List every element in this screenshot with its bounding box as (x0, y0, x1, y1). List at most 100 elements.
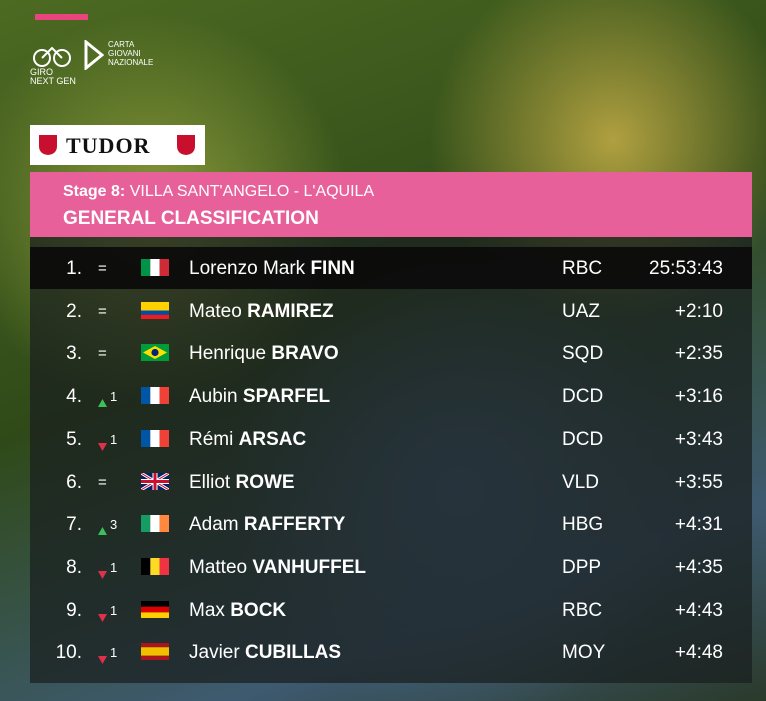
team: RBC (562, 599, 603, 621)
rank: 9. (66, 599, 82, 621)
flag (141, 643, 169, 666)
giro-logo: GIRO NEXT GEN (30, 67, 76, 86)
first-name: Aubin (189, 386, 238, 408)
classification-row: 6. = Elliot ROWE VLD +3:55 (30, 461, 752, 503)
flag (141, 600, 169, 624)
trend-arrow (98, 648, 107, 670)
time: 25:53:43 (649, 258, 723, 279)
rider-name: Javier CUBILLAS (189, 642, 341, 664)
title: GENERAL CLASSIFICATION (63, 208, 319, 229)
rider-name: Rémi ARSAC (189, 429, 306, 451)
position-change: 1 (110, 645, 118, 661)
last-name: BOCK (230, 599, 287, 621)
team: DCD (562, 428, 604, 450)
giro-icon (33, 46, 71, 67)
classification-row: 3. = Henrique BRAVO SQD +2:35 (30, 332, 752, 374)
time: +2:35 (674, 343, 723, 365)
rider-name: Aubin SPARFEL (189, 386, 330, 408)
first-name: Elliot (189, 471, 231, 493)
rider-name: Lorenzo Mark FINN (189, 258, 355, 280)
position-change: 1 (110, 559, 118, 575)
position-change: = (98, 473, 107, 491)
first-name: Mateo (189, 300, 242, 322)
rank: 6. (66, 471, 82, 493)
classification-row: 7. 3 Adam RAFFERTY HBG +4:31 (30, 503, 752, 545)
flag (141, 557, 169, 581)
team: DCD (562, 386, 604, 408)
rider-name: Elliot ROWE (189, 472, 295, 494)
last-name: RAFFERTY (243, 514, 346, 536)
carta-icon (84, 40, 104, 70)
classification-row: 8. 1 Matteo VANHUFFEL DPP +4:35 (30, 546, 752, 588)
rank: 10. (55, 642, 82, 664)
last-name: VANHUFFEL (252, 556, 367, 578)
trend-arrow (98, 606, 107, 628)
first-name: Matteo (189, 556, 248, 578)
trend-arrow (98, 519, 107, 541)
time: +4:48 (674, 642, 723, 664)
team: UAZ (562, 300, 600, 322)
classification-row: 9. 1 Max BOCK RBC +4:43 (30, 589, 752, 631)
classification-row: 4. 1 Aubin SPARFEL DCD +3:16 (30, 375, 752, 417)
rider-name: Mateo RAMIREZ (189, 301, 334, 323)
time: +4:43 (674, 599, 723, 621)
rank: 1. (66, 258, 82, 279)
team: MOY (562, 642, 606, 664)
team: DPP (562, 556, 602, 578)
flag (141, 515, 169, 538)
rank: 2. (66, 300, 82, 322)
flag (140, 471, 170, 496)
first-name: Rémi (189, 428, 234, 450)
time: +3:55 (674, 471, 723, 493)
pink-strip (35, 14, 88, 20)
first-name: Max (189, 599, 225, 621)
position-change: 1 (110, 431, 118, 447)
header: Stage 8: VILLA SANT'ANGELO - L'AQUILA GE… (30, 172, 752, 237)
last-name: RAMIREZ (247, 300, 334, 322)
classification-row: 1. = Lorenzo Mark FINN RBC 25:53:43 (30, 247, 752, 289)
rider-name: Max BOCK (189, 600, 286, 622)
time: +4:31 (674, 514, 723, 536)
last-name: CUBILLAS (244, 642, 342, 664)
rank: 7. (66, 514, 82, 536)
last-name: SPARFEL (242, 386, 331, 408)
position-change: 1 (110, 602, 118, 618)
trend-arrow (98, 563, 107, 585)
rank: 8. (66, 556, 82, 578)
trend-arrow (98, 391, 107, 413)
position-change: 3 (110, 517, 118, 533)
rank: 5. (66, 428, 82, 450)
team: VLD (562, 471, 599, 493)
flag (141, 301, 169, 325)
position-change: = (98, 260, 107, 277)
team: SQD (562, 343, 604, 365)
classification-row: 5. 1 Rémi ARSAC DCD +3:43 (30, 418, 752, 460)
rank: 4. (66, 386, 82, 408)
rank: 3. (66, 343, 82, 365)
flag (141, 259, 169, 282)
time: +3:16 (674, 386, 723, 408)
position-change: = (98, 302, 107, 320)
flag (141, 387, 169, 410)
sponsor: TUDOR (66, 133, 151, 158)
position-change: = (98, 345, 107, 363)
first-name: Adam (189, 514, 239, 536)
first-name: Javier (189, 642, 240, 664)
team: RBC (562, 258, 603, 279)
flag (141, 344, 169, 367)
last-name: ROWE (235, 471, 295, 493)
last-name: ARSAC (238, 428, 307, 450)
last-name: BRAVO (271, 343, 339, 365)
rider-name: Henrique BRAVO (189, 343, 339, 365)
rider-name: Adam RAFFERTY (189, 514, 345, 536)
carta-logo: CARTA GIOVANI NAZIONALE (108, 40, 154, 67)
route: VILLA SANT'ANGELO - L'AQUILA (129, 183, 375, 200)
shield (177, 135, 195, 155)
time: +4:35 (674, 556, 723, 578)
position-change: 1 (110, 389, 118, 405)
rider-name: Matteo VANHUFFEL (189, 557, 366, 579)
first-name: Henrique (189, 343, 267, 365)
sponsor-box: TUDOR (30, 125, 205, 165)
shield (39, 135, 57, 155)
